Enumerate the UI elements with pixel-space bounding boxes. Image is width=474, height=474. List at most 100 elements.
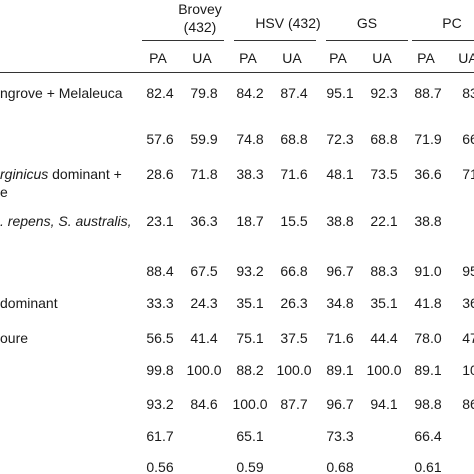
table-cell: 59.9 [190, 131, 218, 147]
group-header-pc: PC [412, 14, 474, 32]
table-cell: 61.7 [146, 428, 174, 444]
table-cell: 83 [462, 85, 474, 101]
row-label-line2: e [0, 184, 8, 200]
table-cell: 48.1 [326, 166, 354, 182]
table-cell: 28.6 [146, 166, 174, 182]
table-cell: 95.1 [326, 85, 354, 101]
table-cell: 56.5 [146, 330, 174, 346]
table-cell: 99.8 [146, 362, 174, 378]
table-cell: 96.7 [326, 396, 354, 412]
row-label-text: ngrove + Melaleuca [0, 85, 123, 101]
table-row: . repens, S. australis, 23.1 36.3 18.7 15.5 3… [0, 212, 474, 230]
table-cell: 67.5 [190, 263, 218, 279]
table-cell: 93.2 [146, 396, 174, 412]
table-cell: 44.4 [370, 330, 398, 346]
table-row: 61.7 65.1 73.3 66.4 [0, 427, 474, 445]
table-cell: 87.4 [280, 85, 308, 101]
table-cell: 78.0 [414, 330, 442, 346]
subheader-pa: PA [149, 50, 167, 66]
table-cell: 87.7 [280, 396, 308, 412]
table-cell: 88.3 [370, 263, 398, 279]
table-cell: 38.8 [414, 213, 442, 229]
table-cell: 0.59 [236, 459, 264, 474]
subheader-ua: UA [282, 50, 302, 66]
table-cell: 36 [462, 295, 474, 311]
table-cell: 74.8 [236, 131, 264, 147]
header-rule-brovey [142, 40, 224, 41]
subheader-pa: PA [239, 50, 257, 66]
table-row: rginicus dominant + e 28.6 71.8 38.3 71.6 48.1… [0, 165, 474, 200]
table-row: 0.56 0.59 0.68 0.61 [0, 458, 474, 474]
group-header-hsv: HSV (432) [238, 14, 338, 32]
table-cell: 41.8 [414, 295, 442, 311]
table-row: 93.2 84.6 100.0 87.7 96.7 94.1 98.8 86 [0, 395, 474, 413]
table-cell: 73.5 [370, 166, 398, 182]
table-cell: 88.4 [146, 263, 174, 279]
table-cell: 100.0 [276, 362, 312, 378]
header-rule-hsv [234, 40, 316, 41]
table-cell: 0.68 [326, 459, 354, 474]
table-cell: 71.6 [280, 166, 308, 182]
table-row: dominant 33.3 24.3 35.1 26.3 34.8 35.1 41.8 36 [0, 294, 474, 312]
subheader-ua: UA [458, 50, 474, 66]
table-cell: 82.4 [146, 85, 174, 101]
table-cell: 66.4 [414, 428, 442, 444]
table-cell: 10 [462, 362, 474, 378]
header-rule-gs [326, 40, 408, 41]
row-label-italic: rginicus [0, 166, 49, 182]
subheader-rule [0, 72, 474, 73]
table-cell: 37.5 [280, 330, 308, 346]
table-cell: 68.8 [280, 131, 308, 147]
group-header-gs: GS [322, 14, 412, 32]
table-cell: 84.2 [236, 85, 264, 101]
table-cell: 15.5 [280, 213, 308, 229]
table-cell: 34.8 [326, 295, 354, 311]
group-header-gs-name: GS [356, 15, 378, 31]
table-cell: 23.1 [146, 213, 174, 229]
table-cell: 84.6 [190, 396, 218, 412]
subheader-ua: UA [372, 50, 392, 66]
row-label: ngrove + Melaleuca [0, 84, 123, 102]
table-cell: 66.8 [280, 263, 308, 279]
row-label-italic: . repens, S. australis, [0, 213, 132, 229]
table-cell: 57.6 [146, 131, 174, 147]
table-cell: 35.1 [370, 295, 398, 311]
table-cell: 88.2 [236, 362, 264, 378]
group-header-brovey-sub: (432) [183, 19, 217, 35]
table-cell: 100.0 [366, 362, 402, 378]
table-cell: 36.3 [190, 213, 218, 229]
table-cell: 65.1 [236, 428, 264, 444]
table-cell: 22.1 [370, 213, 398, 229]
table-cell: 47 [462, 330, 474, 346]
table-cell: 98.8 [414, 396, 442, 412]
table-cell: 71.9 [414, 131, 442, 147]
table-cell: 95 [462, 263, 474, 279]
table-cell: 96.7 [326, 263, 354, 279]
table-cell: 88.7 [414, 85, 442, 101]
table-cell: 68.8 [370, 131, 398, 147]
table-cell: 26.3 [280, 295, 308, 311]
table-cell: 71 [462, 166, 474, 182]
table-cell: 92.3 [370, 85, 398, 101]
table-cell: 38.8 [326, 213, 354, 229]
table-cell: 71.8 [190, 166, 218, 182]
table-row: 99.8 100.0 88.2 100.0 89.1 100.0 89.1 10 [0, 361, 474, 379]
table-cell: 38.3 [236, 166, 264, 182]
group-header-brovey-name: Brovey [178, 1, 222, 17]
group-header-brovey: Brovey (432) [150, 0, 250, 36]
table-cell: 86 [462, 396, 474, 412]
subheader-ua: UA [192, 50, 212, 66]
subheader-pa: PA [417, 50, 435, 66]
table-cell: 100.0 [186, 362, 222, 378]
table-cell: 89.1 [414, 362, 442, 378]
table-row: 57.6 59.9 74.8 68.8 72.3 68.8 71.9 66 [0, 130, 474, 148]
table-cell: 91.0 [414, 263, 442, 279]
table-cell: 94.1 [370, 396, 398, 412]
table-cell: 36.6 [414, 166, 442, 182]
table-cell: 24.3 [190, 295, 218, 311]
row-label-text: dominant [0, 295, 58, 311]
row-label: oure [0, 329, 28, 347]
group-header-pc-name: PC [442, 15, 462, 31]
table-cell: 93.2 [236, 263, 264, 279]
